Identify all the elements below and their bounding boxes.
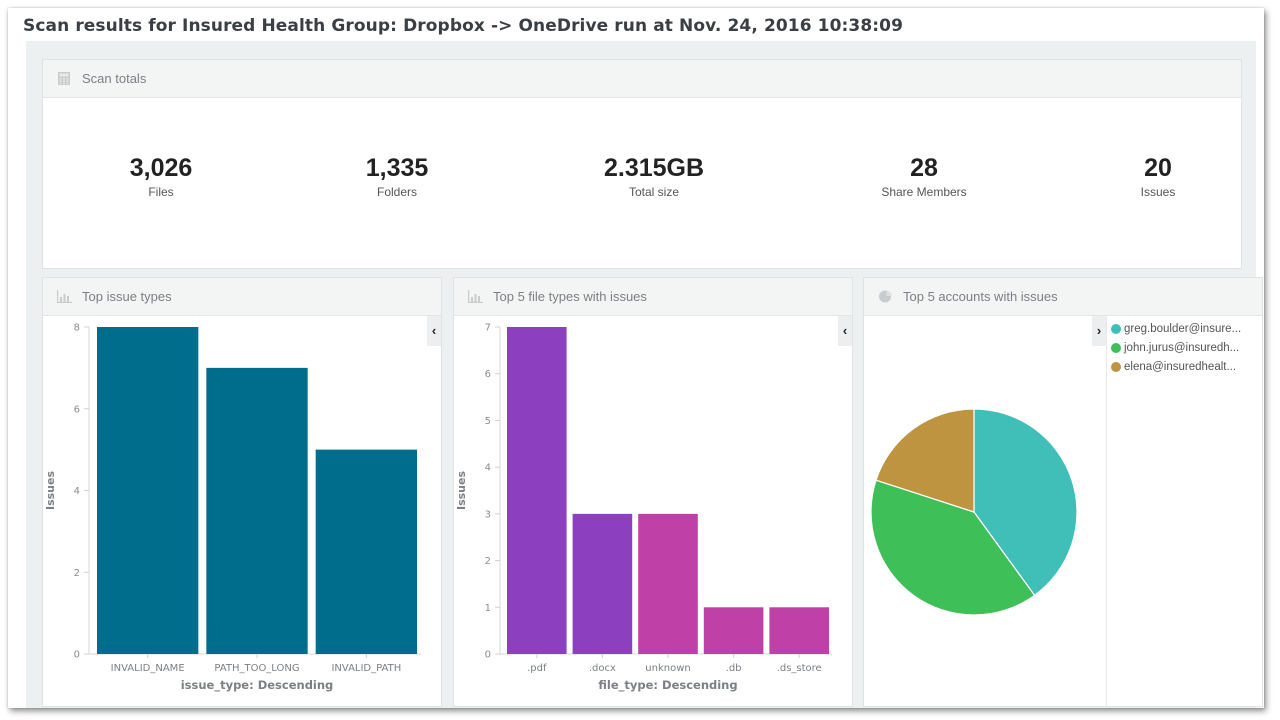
legend-label: greg.boulder@insure... (1124, 322, 1242, 335)
metric-label: Total size (628, 185, 680, 199)
legend-label: elena@insuredhealt... (1124, 360, 1237, 373)
bar (206, 367, 308, 654)
accounts-panel: Top 5 accounts with issues › greg.boulde… (863, 277, 1263, 707)
metric-share-members: 28 Share Members (881, 153, 966, 199)
accounts-chart-body: › greg.boulder@insure... john.jurus@insu… (864, 316, 1262, 706)
accounts-header: Top 5 accounts with issues (864, 278, 1262, 316)
accounts-title: Top 5 accounts with issues (903, 289, 1058, 304)
bar (638, 513, 698, 654)
file-types-panel: Top 5 file types with issues 0 1 2 3 4 5 6 7 Iss… (453, 277, 853, 707)
x-tick-label: PATH_TOO_LONG (214, 663, 299, 674)
issue-types-title: Top issue types (82, 289, 172, 304)
calculator-icon (57, 72, 72, 85)
x-tick-label: .pdf (527, 663, 547, 674)
bar (507, 327, 567, 654)
window: Scan results for Insured Health Group: D… (8, 8, 1264, 708)
issue-types-chart-body: 0 2 4 6 8 Issues INVALID_NAME PATH_TOO_LONG INVA… (43, 316, 441, 706)
scan-totals-title: Scan totals (82, 71, 147, 86)
x-tick-label: .docx (589, 663, 616, 674)
collapse-legend-button[interactable]: ‹ (838, 316, 852, 346)
y-tick-label: 8 (74, 323, 80, 334)
legend-color-dot (1111, 323, 1121, 334)
y-tick-label: 2 (485, 556, 491, 567)
y-tick-label: 0 (74, 650, 80, 661)
collapse-legend-button[interactable]: ‹ (427, 316, 441, 346)
dashboard: Scan totals 3,026 Files 1,335 Folders 2.… (26, 41, 1263, 708)
metric-issues: 20 Issues (1141, 153, 1176, 199)
issue-types-chart: 0 2 4 6 8 Issues INVALID_NAME PATH_TOO_LONG INVA… (44, 323, 421, 693)
bar (315, 449, 417, 654)
metric-value: 20 (1144, 154, 1172, 182)
y-tick-label: 5 (485, 416, 491, 427)
scan-totals-header: Scan totals (43, 60, 1241, 98)
pie-slice (875, 408, 975, 513)
y-tick-label: 2 (74, 568, 80, 579)
x-tick-label: unknown (645, 663, 690, 674)
metric-label: Folders (376, 185, 417, 199)
bar (97, 327, 199, 654)
scan-totals-panel: Scan totals 3,026 Files 1,335 Folders 2.… (42, 59, 1242, 269)
y-axis-title: Issues (44, 471, 57, 510)
legend-label: john.jurus@insuredh... (1124, 341, 1240, 354)
metric-label: Issues (1140, 185, 1176, 199)
x-axis-title: issue_type: Descending (181, 678, 334, 693)
y-tick-label: 6 (74, 404, 80, 415)
pie-chart-icon (878, 290, 893, 303)
y-tick-label: 4 (485, 463, 491, 474)
legend-item[interactable]: elena@insuredhealt... (1107, 357, 1262, 376)
y-tick-label: 0 (485, 650, 491, 661)
file-types-chart: 0 1 2 3 4 5 6 7 Issues .pdf .docx unknown .db .ds_sto… (455, 323, 832, 693)
pie-slice (973, 408, 1078, 597)
bar (572, 513, 633, 654)
page-title: Scan results for Insured Health Group: D… (23, 16, 904, 36)
metric-total-size: 2.315GB Total size (604, 153, 704, 199)
file-types-chart-body: 0 1 2 3 4 5 6 7 Issues .pdf .docx unknown .db .ds_sto… (454, 316, 852, 706)
y-tick-label: 3 (485, 509, 491, 520)
legend-color-dot (1111, 342, 1121, 353)
bar-chart-icon (468, 290, 483, 303)
metric-value: 28 (910, 154, 938, 182)
bar (769, 607, 829, 654)
legend-item[interactable]: greg.boulder@insure... (1107, 319, 1262, 338)
chevron-left-icon: ‹ (431, 323, 437, 338)
file-types-title: Top 5 file types with issues (493, 289, 647, 304)
y-tick-label: 7 (485, 323, 491, 334)
metric-value: 3,026 (129, 154, 193, 182)
y-tick-label: 6 (485, 369, 491, 380)
x-tick-label: INVALID_PATH (331, 663, 401, 674)
pie-slice (870, 479, 1036, 616)
legend-item[interactable]: john.jurus@insuredh... (1107, 338, 1262, 357)
issue-types-header: Top issue types (43, 278, 441, 316)
chevron-left-icon: ‹ (842, 323, 848, 338)
pie-legend: greg.boulder@insure... john.jurus@insure… (1106, 316, 1262, 706)
y-axis-title: Issues (455, 471, 468, 510)
y-tick-label: 4 (74, 486, 80, 497)
bar (703, 607, 764, 654)
y-tick-label: 1 (485, 603, 491, 614)
metric-label: Files (148, 185, 174, 199)
x-tick-label: INVALID_NAME (111, 663, 185, 674)
legend-color-dot (1111, 361, 1121, 372)
metric-value: 1,335 (365, 154, 429, 182)
x-axis-title: file_type: Descending (598, 678, 737, 693)
x-tick-label: .ds_store (777, 663, 822, 674)
metric-folders: 1,335 Folders (366, 153, 429, 199)
issue-types-panel: Top issue types 0 2 4 6 8 Issues INVALID_NAME P… (42, 277, 442, 707)
metric-value: 2.315GB (603, 154, 705, 182)
chevron-right-icon: › (1096, 323, 1102, 338)
bar-chart-icon (57, 290, 72, 303)
accounts-pie-chart (870, 408, 1078, 616)
metric-label: Share Members (881, 185, 967, 199)
metrics-row: 3,026 Files 1,335 Folders 2.315GB Total … (43, 98, 1241, 268)
x-tick-label: .db (726, 663, 742, 674)
metric-files: 3,026 Files (130, 153, 193, 199)
expand-legend-button[interactable]: › (1092, 316, 1106, 346)
file-types-header: Top 5 file types with issues (454, 278, 852, 316)
